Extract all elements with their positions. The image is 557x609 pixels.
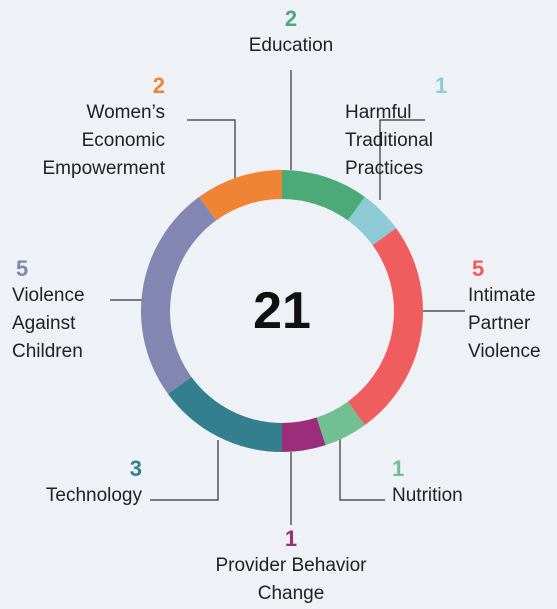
total: 21	[253, 282, 311, 340]
segment-name: Education	[248, 35, 334, 56]
donut-segment	[347, 228, 423, 426]
segment-value: 2	[284, 6, 298, 31]
segment-value: 3	[129, 456, 142, 481]
donut-segment	[316, 401, 365, 446]
leader-line	[150, 440, 219, 501]
segment-value: 1	[284, 526, 298, 551]
segment-name: Violence Against Children	[12, 285, 85, 362]
segment-value: 5	[16, 256, 29, 281]
segment-value: 1	[392, 456, 405, 481]
segment-label: 2 Women’s Economic Empowerment	[35, 73, 166, 183]
segment-value: 2	[152, 73, 165, 98]
segment-name: Women’s Economic Empowerment	[42, 102, 166, 179]
segment-name: Technology	[45, 485, 142, 506]
segment-label: 5 Violence Against Children	[12, 256, 104, 366]
segment-value: 1	[435, 73, 448, 98]
donut-segment	[199, 170, 282, 221]
leader-line	[379, 119, 425, 200]
segment-name: Intimate Partner Violence	[468, 285, 541, 362]
segment-label: 1 Nutrition	[392, 456, 512, 510]
segment-value: 5	[472, 256, 485, 281]
donut-segment	[347, 196, 397, 246]
segment-label: 5 Intimate Partner Violence	[468, 256, 556, 366]
segment-name: Harmful Traditional Practices	[345, 102, 434, 179]
donut-segment	[141, 196, 217, 394]
segment-label: 1 Harmful Traditional Practices	[345, 73, 475, 183]
segment-label: 3 Technology	[0, 456, 142, 510]
segment-label: 1 Provider Behavior Change	[191, 526, 391, 608]
segment-name: Provider Behavior Change	[215, 555, 367, 604]
segment-name: Nutrition	[392, 485, 463, 506]
donut-segment	[167, 376, 282, 452]
leader-line	[187, 119, 236, 190]
donut-segment	[282, 170, 365, 221]
leader-line	[339, 430, 385, 501]
segment-label: 2 Education	[191, 6, 391, 60]
donut-segment	[282, 417, 326, 452]
